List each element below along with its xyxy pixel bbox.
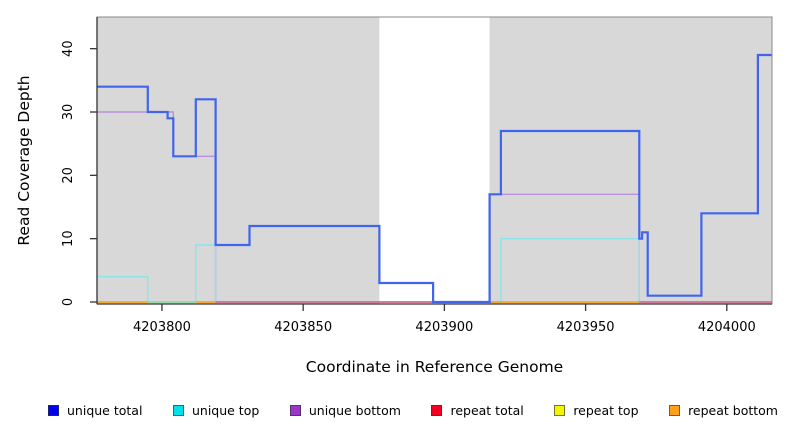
legend-item-unique-bottom: unique bottom xyxy=(289,402,401,418)
legend-swatch-icon xyxy=(172,404,184,416)
legend-swatch-icon xyxy=(554,404,566,416)
legend: unique total unique top unique bottom repea… xyxy=(0,398,792,422)
x-tick-label: 4203950 xyxy=(557,320,615,335)
x-tick-label: 4203900 xyxy=(415,320,473,335)
legend-swatch-icon xyxy=(48,404,59,416)
legend-item-repeat-bottom: repeat bottom xyxy=(669,403,778,418)
legend-swatch-icon xyxy=(669,404,681,416)
legend-item-unique-total: unique total xyxy=(48,403,142,418)
plot-background-band xyxy=(379,17,490,304)
y-tick-label: 30 xyxy=(61,104,76,121)
legend-label: repeat bottom xyxy=(688,402,778,418)
legend-label: repeat top xyxy=(573,402,639,418)
x-tick-label: 4203800 xyxy=(133,320,191,335)
y-tick-label: 0 xyxy=(61,298,76,306)
x-tick-label: 4204000 xyxy=(698,320,756,335)
legend-label: repeat total xyxy=(450,402,524,418)
y-tick-label: 10 xyxy=(61,230,76,247)
series-line-unique-total xyxy=(97,53,772,304)
plot-background-band xyxy=(97,17,380,304)
x-axis-title: Coordinate in Reference Genome xyxy=(306,358,563,376)
y-axis-title: Read Coverage Depth xyxy=(15,75,33,245)
series-line-unique-top xyxy=(97,238,772,303)
legend-item-repeat-total: repeat total xyxy=(431,402,524,418)
legend-item-repeat-top: repeat top xyxy=(554,402,639,418)
y-tick-label: 40 xyxy=(61,40,76,57)
chart-svg: 4203800 4203850 4203900 4203950 4204000 0 10 20… xyxy=(15,16,773,376)
legend-swatch-icon xyxy=(431,404,443,416)
legend-label: unique total xyxy=(67,402,143,418)
x-tick-label: 4203850 xyxy=(274,320,332,335)
legend-item-unique-top: unique top xyxy=(172,402,260,418)
legend-swatch-icon xyxy=(289,404,301,416)
plot-background-band xyxy=(489,17,772,304)
legend-label: unique top xyxy=(191,402,260,418)
legend-label: unique bottom xyxy=(308,402,401,418)
y-tick-label: 20 xyxy=(61,167,76,184)
